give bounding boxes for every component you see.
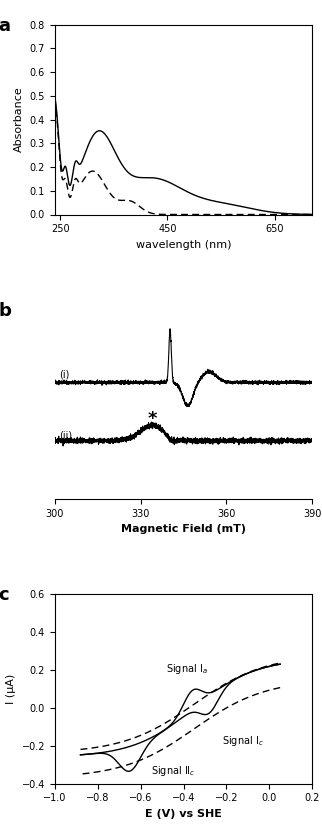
Text: Signal II$_c$: Signal II$_c$ xyxy=(151,764,196,778)
Text: a: a xyxy=(0,17,10,35)
X-axis label: wavelength (nm): wavelength (nm) xyxy=(136,240,231,250)
Text: Signal I$_c$: Signal I$_c$ xyxy=(222,734,264,748)
Text: *: * xyxy=(147,410,157,428)
Text: (i): (i) xyxy=(59,370,70,380)
Text: b: b xyxy=(0,302,11,320)
Text: Signal I$_a$: Signal I$_a$ xyxy=(166,662,208,676)
Y-axis label: I (μA): I (μA) xyxy=(6,674,16,704)
Text: (ii): (ii) xyxy=(59,431,72,441)
Y-axis label: Absorbance: Absorbance xyxy=(14,87,24,153)
Text: c: c xyxy=(0,587,9,605)
X-axis label: Magnetic Field (mT): Magnetic Field (mT) xyxy=(121,525,246,535)
X-axis label: E (V) vs SHE: E (V) vs SHE xyxy=(145,809,222,819)
